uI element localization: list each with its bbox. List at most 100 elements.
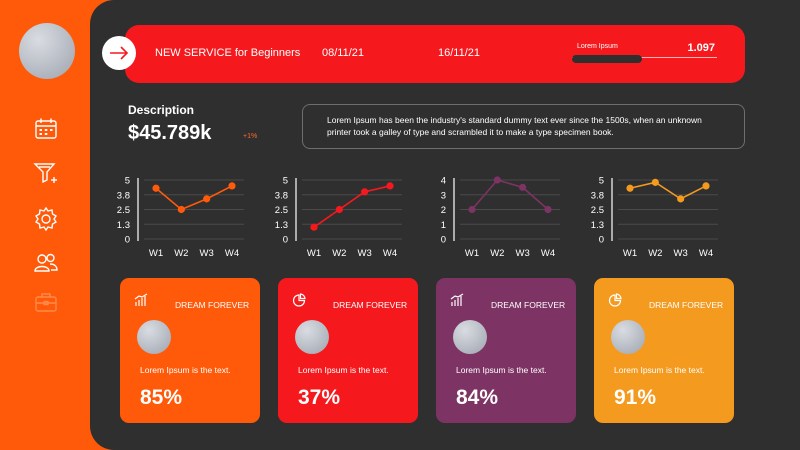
line-chart-1: 0 1.3 2.5 3.8 5 W1 W2 W3 W4: [112, 172, 252, 262]
data-point: [177, 205, 185, 214]
series-line: [471, 179, 549, 211]
x-tick-label: W1: [623, 248, 637, 259]
card-avatar: [295, 320, 329, 354]
data-point: [626, 184, 634, 192]
y-tick-label: 0: [441, 235, 446, 246]
y-tick-label: 0: [599, 235, 604, 246]
line-chart-4: 0 1.3 2.5 3.8 5 W1 W2 W3 W4: [586, 172, 726, 262]
data-point: [152, 184, 160, 192]
x-tick-label: W4: [699, 248, 713, 259]
pie-chart-icon: [292, 293, 306, 307]
banner-end-date: 16/11/21: [438, 47, 481, 59]
x-tick-label: W2: [490, 248, 504, 259]
progress-bar: [572, 55, 717, 63]
x-tick-label: W4: [541, 248, 555, 259]
sidebar: [0, 0, 90, 450]
y-tick-label: 2.5: [275, 205, 288, 216]
data-point: [702, 182, 710, 190]
avatar[interactable]: [19, 23, 75, 79]
y-tick-label: 3.8: [117, 190, 130, 201]
card-value: 85%: [140, 386, 183, 409]
card-title: DREAM FOREVER: [649, 300, 724, 310]
pie-chart-icon: [608, 293, 622, 307]
stat-card[interactable]: DREAM FOREVER Lorem Ipsum is the text. 8…: [436, 278, 576, 423]
progress-label: Lorem Ipsum: [577, 43, 618, 50]
users-icon[interactable]: [33, 250, 59, 276]
banner-start-date: 08/11/21: [322, 47, 365, 59]
description-value: $45.789k: [128, 122, 212, 144]
card-title: DREAM FOREVER: [333, 300, 408, 310]
y-tick-label: 3: [441, 190, 446, 201]
card-text: Lorem Ipsum is the text.: [298, 365, 389, 375]
stat-card[interactable]: DREAM FOREVER Lorem Ipsum is the text. 9…: [594, 278, 734, 423]
funnel-icon[interactable]: [33, 160, 59, 186]
y-tick-label: 0: [283, 235, 288, 246]
series-line: [629, 181, 707, 200]
series-line: [155, 185, 233, 211]
y-tick-label: 5: [283, 176, 288, 187]
card-text: Lorem Ipsum is the text.: [140, 365, 231, 375]
data-point: [310, 223, 318, 231]
card-avatar: [137, 320, 171, 354]
x-tick-label: W2: [648, 248, 662, 259]
data-point: [651, 178, 659, 186]
stat-card[interactable]: DREAM FOREVER Lorem Ipsum is the text. 3…: [278, 278, 418, 423]
card-avatar: [611, 320, 645, 354]
change-badge: +1%: [243, 133, 258, 140]
briefcase-icon[interactable]: [33, 290, 59, 316]
data-point: [493, 176, 501, 184]
y-tick-label: 0: [125, 235, 130, 246]
data-point: [677, 195, 685, 203]
y-tick-label: 3.8: [275, 190, 288, 201]
data-point: [544, 205, 552, 214]
description-title: Description: [128, 103, 195, 117]
data-point: [335, 205, 343, 214]
card-title: DREAM FOREVER: [175, 300, 250, 310]
data-point: [361, 188, 369, 196]
card-value: 37%: [298, 386, 341, 409]
data-point: [228, 182, 236, 190]
x-tick-label: W2: [174, 248, 188, 259]
y-tick-label: 1: [441, 220, 446, 231]
y-tick-label: 5: [125, 176, 130, 187]
card-value: 84%: [456, 386, 499, 409]
series-line: [313, 185, 391, 228]
stat-card[interactable]: DREAM FOREVER Lorem Ipsum is the text. 8…: [120, 278, 260, 423]
progress-bar-fill: [572, 55, 642, 63]
x-tick-label: W4: [225, 248, 239, 259]
calendar-icon[interactable]: [33, 116, 59, 142]
data-point: [519, 183, 527, 191]
arrow-right-button[interactable]: [102, 36, 136, 70]
x-tick-label: W3: [674, 248, 688, 259]
y-tick-label: 3.8: [591, 190, 604, 201]
description-text: Lorem Ipsum has been the industry's stan…: [302, 104, 745, 149]
card-avatar: [453, 320, 487, 354]
card-text: Lorem Ipsum is the text.: [614, 365, 705, 375]
data-point: [468, 205, 476, 214]
service-banner: NEW SERVICE for Beginners 08/11/21 16/11…: [125, 25, 745, 83]
x-tick-label: W3: [200, 248, 214, 259]
progress-divider: [572, 57, 717, 58]
progress-value: 1.097: [687, 42, 715, 54]
x-tick-label: W3: [358, 248, 372, 259]
y-tick-label: 4: [441, 176, 446, 187]
line-chart-3: 0 1 2 3 4 W1 W2 W3 W4: [428, 172, 568, 262]
y-tick-label: 1.3: [275, 220, 288, 231]
x-tick-label: W4: [383, 248, 397, 259]
x-tick-label: W2: [332, 248, 346, 259]
gear-icon[interactable]: [33, 206, 59, 232]
y-tick-label: 1.3: [591, 220, 604, 231]
card-value: 91%: [614, 386, 657, 409]
y-tick-label: 1.3: [117, 220, 130, 231]
y-tick-label: 2: [441, 205, 446, 216]
card-title: DREAM FOREVER: [491, 300, 566, 310]
data-point: [203, 195, 211, 203]
card-text: Lorem Ipsum is the text.: [456, 365, 547, 375]
line-chart-2: 0 1.3 2.5 3.8 5 W1 W2 W3 W4: [270, 172, 410, 262]
y-tick-label: 2.5: [591, 205, 604, 216]
arrow-right-icon: [110, 46, 129, 60]
x-tick-label: W1: [465, 248, 479, 259]
y-tick-label: 5: [599, 176, 604, 187]
bar-chart-icon: [134, 293, 148, 307]
banner-title: NEW SERVICE for Beginners: [155, 47, 301, 59]
